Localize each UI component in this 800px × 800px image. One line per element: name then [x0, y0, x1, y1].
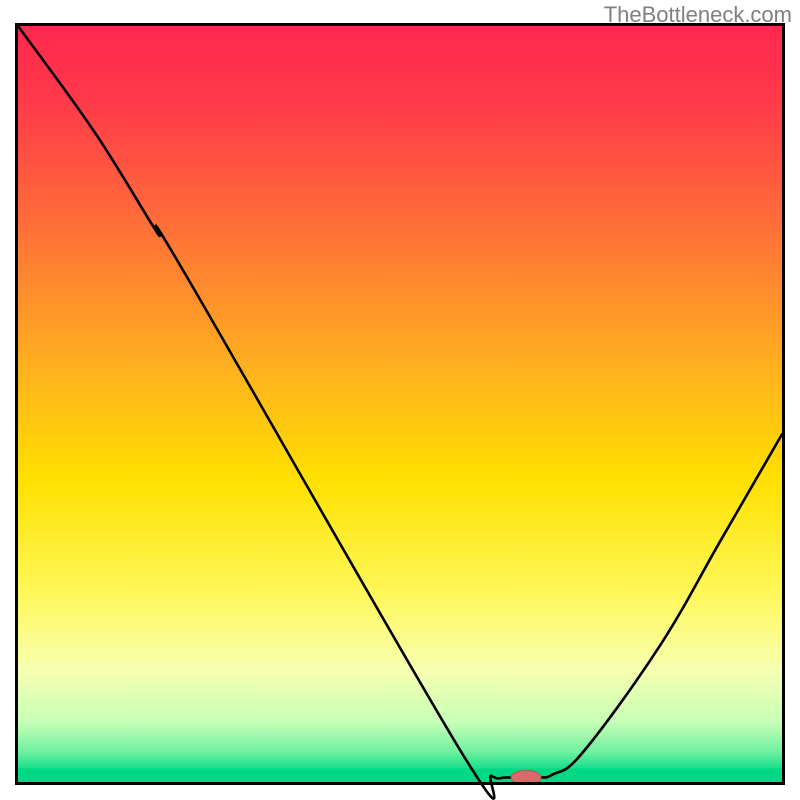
gradient-background — [18, 26, 782, 782]
bottom-band — [18, 768, 782, 782]
chart-container: TheBottleneck.com — [0, 0, 800, 800]
bottleneck-chart — [0, 0, 800, 800]
